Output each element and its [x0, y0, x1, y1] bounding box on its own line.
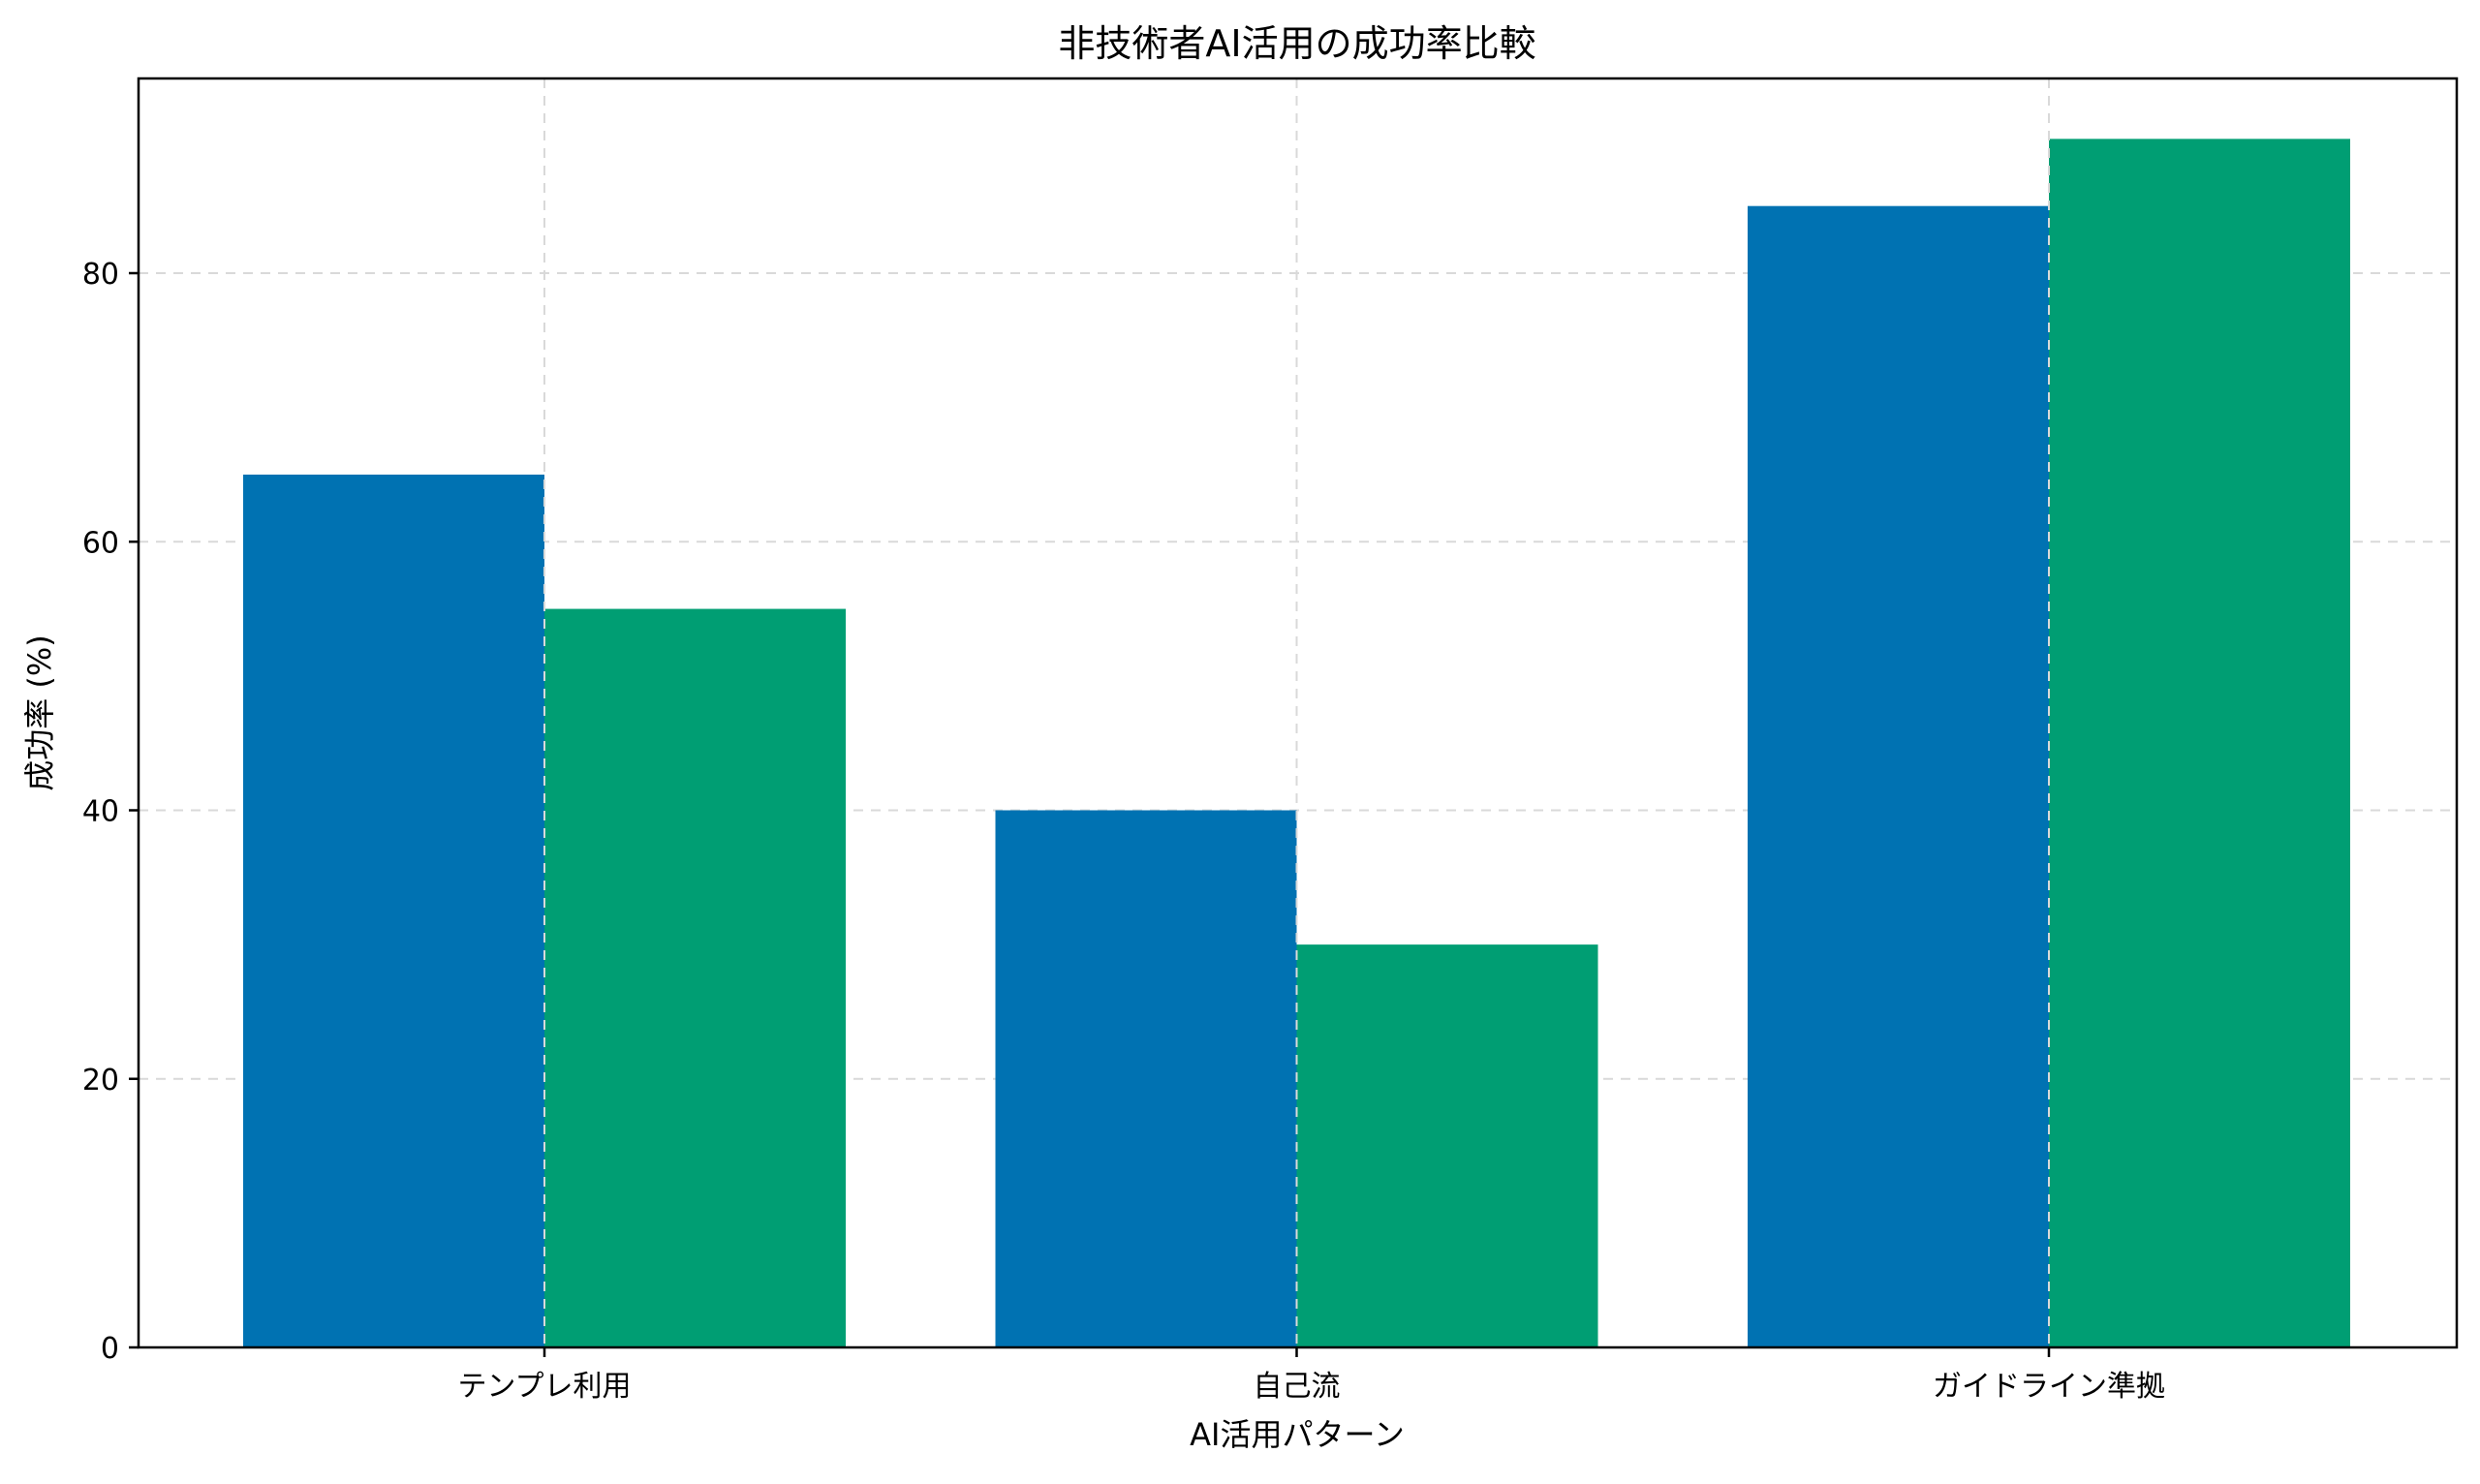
x-grid-layer: [543, 78, 2050, 1347]
bar-series2-2: [1296, 944, 1598, 1347]
ticks-layer: 0 20 40 60 80 テンプレ利用 自己流 ガイドライン準拠: [82, 258, 2165, 1404]
y-tick-label: 20: [82, 1064, 119, 1098]
chart-title: 非技術者AI活用の成功率比較: [1058, 22, 1535, 65]
y-tick-label: 0: [101, 1332, 119, 1366]
x-tick-label: テンプレ利用: [457, 1370, 631, 1404]
bars-layer: [243, 139, 2350, 1348]
bar-series2-3: [2049, 139, 2350, 1347]
y-tick-label: 80: [82, 258, 119, 292]
bar-series1-2: [995, 810, 1297, 1347]
y-tick-label: 40: [82, 795, 119, 829]
x-axis-label: AI活用パターン: [1190, 1416, 1405, 1453]
bar-series1-3: [1748, 205, 2049, 1347]
bar-series1-1: [243, 474, 544, 1348]
y-tick-label: 60: [82, 526, 119, 560]
x-tick-label: 自己流: [1254, 1370, 1341, 1404]
bar-series2-1: [544, 608, 846, 1347]
x-tick-label: ガイドライン準拠: [1933, 1370, 2165, 1404]
y-axis-label: 成功率 (%): [21, 634, 58, 791]
